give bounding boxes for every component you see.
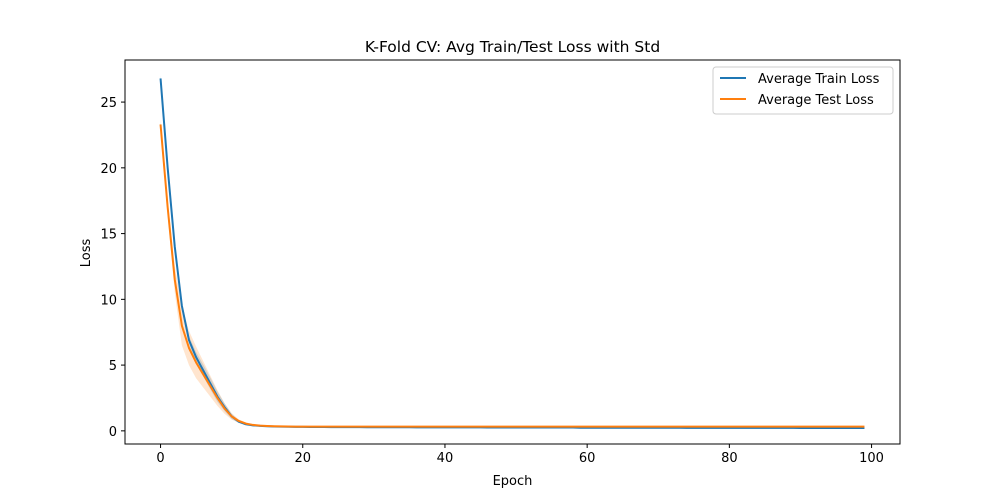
y-axis-label: Loss: [79, 239, 94, 268]
series-line-train: [159, 78, 865, 429]
std-band-test: [160, 119, 865, 428]
legend-label-test: Average Test Loss: [758, 93, 874, 108]
std-band-train: [160, 75, 865, 429]
legend-label-train: Average Train Loss: [758, 72, 880, 87]
plot-area: [159, 75, 865, 429]
legend-box: [712, 66, 894, 115]
x-tick-label: 60: [579, 451, 596, 466]
y-axis-ticks: 0 5 10 15 20 25: [100, 96, 125, 440]
x-tick-label: 0: [156, 451, 164, 466]
plot-frame: [124, 59, 901, 445]
y-tick-label: 0: [109, 425, 117, 440]
y-tick-label: 25: [100, 96, 117, 111]
chart-title: K-Fold CV: Avg Train/Test Loss with Std: [365, 38, 660, 56]
x-axis-label: Epoch: [493, 474, 533, 489]
x-axis-ticks: 0 20 40 60 80 100: [156, 444, 884, 466]
y-tick-label: 15: [100, 228, 117, 243]
series-line-test: [159, 124, 865, 428]
x-tick-label: 100: [859, 451, 884, 466]
legend: Average Train Loss Average Test Loss: [712, 66, 894, 115]
y-tick-label: 20: [100, 162, 117, 177]
y-tick-label: 5: [109, 359, 117, 374]
x-tick-label: 20: [294, 451, 311, 466]
x-tick-label: 80: [721, 451, 738, 466]
y-tick-label: 10: [100, 293, 117, 308]
x-tick-label: 40: [437, 451, 454, 466]
